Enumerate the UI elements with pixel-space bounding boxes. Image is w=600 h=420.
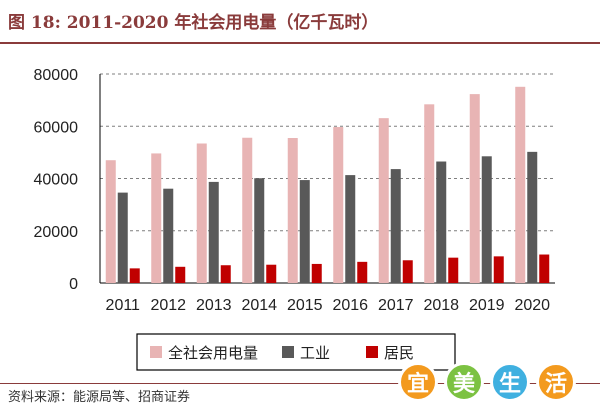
x-tick-label: 2016 [332, 297, 368, 314]
x-tick-label: 2013 [196, 297, 232, 314]
y-tick-label: 20000 [34, 224, 79, 241]
watermark-badge-2: 美 [444, 362, 484, 402]
y-tick-label: 80000 [34, 67, 79, 84]
bar-居民-2015 [311, 263, 322, 283]
y-tick-label: 0 [69, 276, 78, 293]
bar-工业-2012 [163, 188, 174, 283]
bar-居民-2017 [402, 260, 413, 283]
bar-居民-2012 [175, 266, 186, 283]
bar-全社会用电量-2020 [515, 86, 526, 283]
x-tick-label: 2018 [423, 297, 459, 314]
bar-工业-2015 [299, 180, 310, 283]
bar-居民-2019 [493, 256, 504, 283]
legend-box [136, 333, 456, 371]
bar-工业-2019 [481, 156, 492, 283]
watermark-badge-4: 活 [536, 362, 576, 402]
y-tick-label: 40000 [34, 172, 79, 189]
bar-居民-2013 [220, 265, 231, 283]
figure-title: 图 18: 2011-2020 年社会用电量（亿千瓦时） [8, 13, 379, 33]
bar-工业-2013 [208, 181, 219, 283]
bar-工业-2018 [436, 161, 447, 283]
x-tick-label: 2020 [514, 297, 550, 314]
bar-居民-2016 [357, 261, 368, 283]
bar-全社会用电量-2018 [424, 104, 435, 284]
legend-label-工业: 工业 [300, 344, 330, 362]
bar-工业-2017 [390, 169, 401, 283]
x-tick-label: 2015 [287, 297, 323, 314]
bar-工业-2016 [345, 175, 356, 283]
bar-全社会用电量-2016 [333, 127, 344, 283]
bar-居民-2020 [539, 254, 550, 283]
bar-居民-2018 [448, 257, 459, 283]
y-tick-label: 60000 [34, 119, 79, 136]
source-note: 资料来源：能源局等、招商证券 [8, 390, 191, 405]
bar-全社会用电量-2012 [151, 153, 162, 283]
bar-全社会用电量-2019 [469, 94, 480, 284]
bar-全社会用电量-2011 [105, 160, 116, 283]
legend-label-全社会用电量: 全社会用电量 [168, 344, 258, 362]
x-tick-label: 2012 [150, 297, 186, 314]
bar-全社会用电量-2013 [196, 143, 207, 283]
bar-全社会用电量-2017 [378, 118, 389, 284]
legend-swatch-工业 [282, 346, 294, 358]
bar-居民-2011 [129, 268, 140, 283]
x-tick-label: 2017 [378, 297, 414, 314]
legend-swatch-全社会用电量 [150, 346, 162, 358]
bar-chart: 0 20000 40000 60000 80000 2011 2012 2013 2014 201… [34, 67, 555, 371]
watermark-badge-1: 宜 [398, 362, 438, 402]
legend-label-居民: 居民 [384, 344, 414, 362]
x-tick-label: 2014 [241, 297, 277, 314]
bar-居民-2014 [266, 264, 277, 283]
legend-swatch-居民 [366, 346, 378, 358]
x-tick-label: 2019 [469, 297, 505, 314]
bar-工业-2014 [254, 178, 265, 283]
bar-全社会用电量-2015 [287, 138, 298, 283]
source-rule [0, 383, 600, 384]
bar-全社会用电量-2014 [242, 137, 253, 283]
title-rule [0, 42, 600, 44]
bar-工业-2011 [117, 192, 128, 283]
x-tick-label: 2011 [106, 297, 141, 314]
watermark-badge-3: 生 [490, 362, 530, 402]
bar-工业-2020 [527, 151, 538, 283]
